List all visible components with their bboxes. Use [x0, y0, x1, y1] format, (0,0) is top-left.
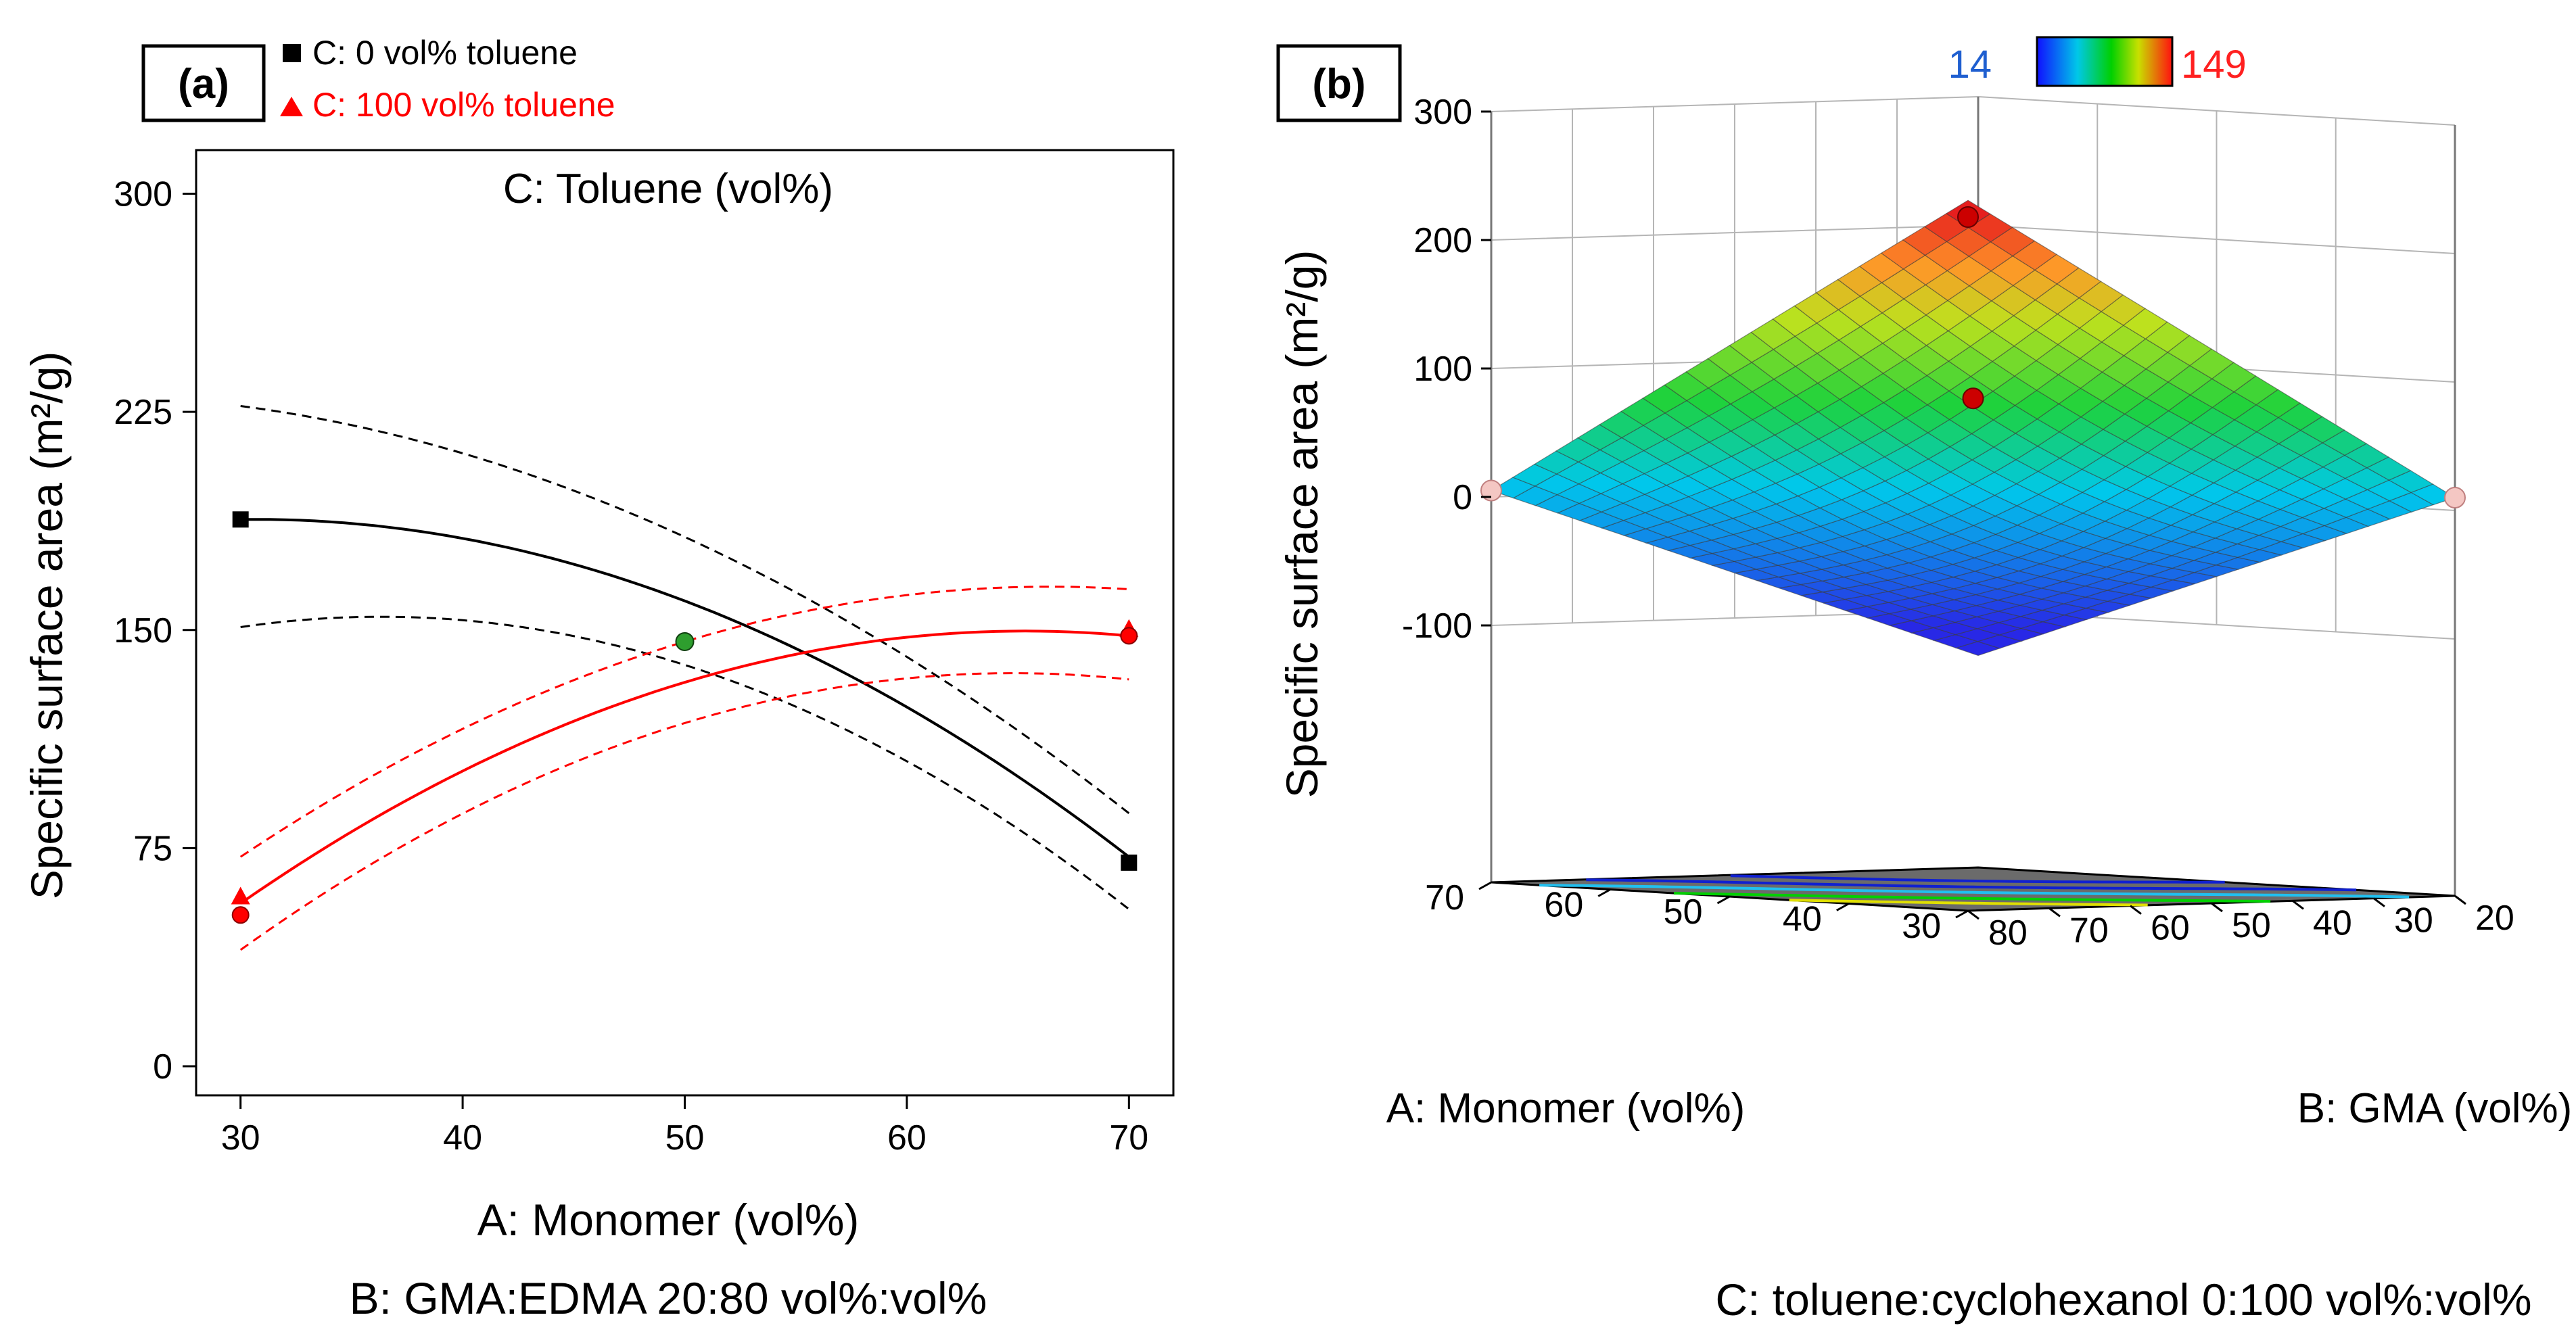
y-tick-label: 150: [114, 611, 172, 650]
data-point-triangle: [231, 886, 250, 905]
z-tick-label: 300: [1413, 93, 1472, 132]
contour-line: [1674, 892, 2271, 903]
y-tick-label: 225: [114, 393, 172, 432]
series-lines: [239, 405, 1130, 951]
a-tick-label: 40: [1783, 900, 1822, 939]
z-tick-label: 0: [1453, 478, 1472, 517]
b-tick-mark: [2048, 907, 2061, 918]
x-tick-label: 50: [665, 1118, 705, 1158]
contour-line: [1789, 899, 2148, 907]
b-tick-label: 40: [2313, 903, 2352, 943]
surface-design-points: [1480, 206, 2466, 508]
b-tick-mark: [2454, 895, 2466, 905]
z-tick-label: -100: [1402, 606, 1472, 646]
legend-triangle-marker: [280, 97, 303, 116]
z-tick-label: 200: [1413, 221, 1472, 260]
y-tick-label: 300: [114, 175, 172, 214]
colorbar: [2036, 36, 2174, 87]
b-tick-mark: [2373, 897, 2385, 907]
x-tick-label: 40: [443, 1118, 482, 1158]
design-point: [1957, 206, 1979, 228]
panel-b-label: (b): [1312, 61, 1365, 108]
design-point: [1962, 387, 1984, 410]
y-axis-label: Specific surface area (m²/g): [22, 352, 72, 900]
contour-line: [1586, 878, 2357, 892]
b-tick-mark: [2130, 905, 2142, 915]
ci-lower-toluene-100: [239, 672, 1129, 951]
design-point: [2444, 487, 2466, 508]
data-points: [231, 511, 1139, 924]
panel-a-chart: (a) C: 0 vol% toluene C: 100 vol% toluen…: [22, 34, 1175, 1323]
back-wall-gridline: [1491, 95, 2456, 126]
a-tick-mark: [1478, 881, 1492, 890]
contour-line: [1730, 874, 2225, 884]
x-tick-label: 70: [1109, 1118, 1148, 1158]
x-tick-label: 60: [887, 1118, 927, 1158]
ci-upper-toluene-100: [239, 586, 1129, 858]
colorbar-max-label: 149: [2181, 43, 2247, 87]
b-axis-label: B: GMA (vol%): [2297, 1085, 2573, 1132]
response-surface: [1490, 199, 2456, 657]
a-tick-mark: [1597, 888, 1611, 897]
panel-b-label-box: [1276, 44, 1402, 122]
fit-line-toluene-0: [240, 518, 1130, 858]
panel-a-label-box: [141, 44, 266, 122]
y-axis-ticks: 0 75 150 225 300: [114, 175, 196, 1087]
legend-item-0-toluene: C: 0 vol% toluene: [312, 34, 578, 72]
x-tick-label: 30: [221, 1118, 260, 1158]
x-axis-ticks: 30 40 50 60 70: [221, 1095, 1148, 1158]
ci-lower-toluene-0: [240, 615, 1130, 910]
x-axis-label: A: Monomer (vol%): [477, 1195, 860, 1245]
a-tick-label: 50: [1664, 892, 1703, 932]
plot-frame: [195, 149, 1175, 1097]
panel-b-chart: (b) 14 149 300 200 100 0 -100 70 60 50 40 30 20 30 4…: [1276, 36, 2573, 1325]
z-axis-label: Specific surface area (m²/g): [1277, 250, 1327, 799]
b-tick-label: 20: [2475, 899, 2514, 938]
b-tick-label: 80: [1988, 913, 2028, 953]
design-point: [1480, 479, 1502, 502]
a-tick-label: 30: [1902, 907, 1941, 946]
b-tick-label: 70: [2069, 911, 2109, 950]
panel-b-footer: C: toluene:cyclohexanol 0:100 vol%:vol%: [1715, 1275, 2531, 1325]
center-point: [675, 632, 695, 651]
data-point-circle: [1120, 627, 1138, 645]
b-tick-label: 60: [2151, 909, 2190, 948]
surface-axis-ticks: 300 200 100 0 -100 70 60 50 40 30 20 30 40 50 60 70 80: [1402, 93, 2514, 953]
data-point-square: [232, 511, 249, 528]
contour-line: [1539, 884, 2410, 899]
legend-square-marker: [283, 44, 301, 62]
b-tick-mark: [1967, 909, 1980, 920]
b-tick-label: 50: [2232, 906, 2271, 945]
a-tick-label: 70: [1425, 878, 1464, 918]
b-tick-mark: [2292, 900, 2304, 910]
a-tick-mark: [1836, 903, 1850, 911]
b-tick-label: 30: [2394, 901, 2433, 940]
panel-a-label: (a): [178, 61, 229, 108]
a-tick-mark: [1955, 909, 1969, 919]
y-tick-label: 0: [153, 1047, 172, 1087]
colorbar-min-label: 14: [1948, 43, 1992, 87]
a-tick-label: 60: [1544, 886, 1583, 925]
ci-upper-toluene-0: [240, 405, 1130, 814]
contour-floor: [1491, 866, 2456, 912]
legend-item-100-toluene: C: 100 vol% toluene: [312, 86, 615, 124]
fit-line-toluene-100: [239, 629, 1129, 905]
chart-title: C: Toluene (vol%): [503, 166, 833, 212]
a-tick-mark: [1716, 895, 1731, 905]
data-point-circle: [231, 906, 250, 924]
z-tick-label: 100: [1413, 350, 1472, 389]
b-tick-mark: [2211, 902, 2223, 913]
panel-a-footer: B: GMA:EDMA 20:80 vol%:vol%: [350, 1273, 987, 1323]
a-axis-label: A: Monomer (vol%): [1386, 1085, 1746, 1132]
y-tick-label: 75: [133, 829, 172, 868]
data-point-square: [1121, 854, 1138, 871]
